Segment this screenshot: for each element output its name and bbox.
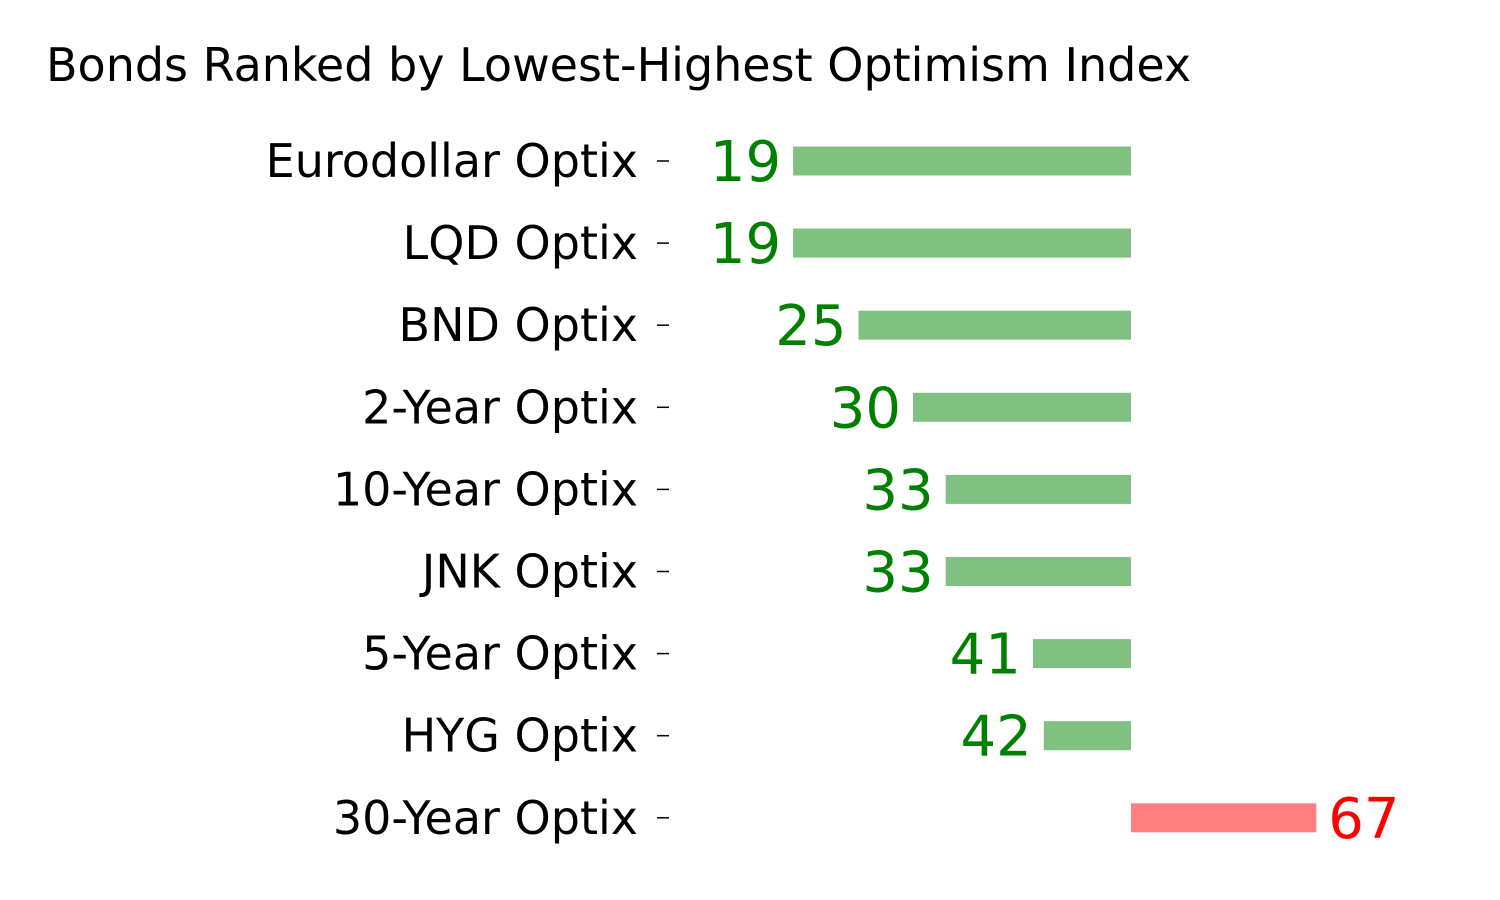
value-label: 19 bbox=[710, 212, 781, 277]
category-label: 2-Year Optix bbox=[362, 380, 638, 434]
bar bbox=[1131, 803, 1317, 833]
bar bbox=[1032, 639, 1131, 669]
value-label: 19 bbox=[710, 130, 781, 195]
category-label: 30-Year Optix bbox=[333, 791, 638, 845]
category-label: 10-Year Optix bbox=[333, 462, 638, 516]
value-label: 33 bbox=[862, 541, 933, 606]
value-label: 42 bbox=[961, 705, 1032, 770]
bar bbox=[945, 474, 1131, 504]
category-label: LQD Optix bbox=[403, 216, 638, 270]
category-label: HYG Optix bbox=[402, 709, 638, 763]
category-label: JNK Optix bbox=[419, 545, 638, 599]
chart-title: Bonds Ranked by Lowest-Highest Optimism … bbox=[46, 38, 1192, 92]
bar bbox=[945, 557, 1131, 586]
category-label: Eurodollar Optix bbox=[266, 134, 638, 188]
bar bbox=[793, 228, 1131, 258]
bar bbox=[858, 310, 1131, 340]
value-label: 25 bbox=[775, 294, 846, 359]
value-label: 41 bbox=[950, 623, 1021, 688]
category-label: 5-Year Optix bbox=[362, 627, 638, 681]
value-label: 33 bbox=[862, 458, 933, 523]
bars bbox=[793, 146, 1317, 833]
value-label: 67 bbox=[1328, 787, 1399, 852]
bar bbox=[793, 146, 1131, 176]
category-axis: Eurodollar Optix LQD Optix BND Optix 2-Year… bbox=[266, 134, 669, 845]
bar bbox=[913, 392, 1131, 422]
category-label: BND Optix bbox=[399, 298, 638, 352]
value-labels: 19 19 25 30 33 33 41 42 67 bbox=[710, 130, 1400, 852]
bar bbox=[1043, 721, 1131, 751]
value-label: 30 bbox=[830, 376, 901, 441]
